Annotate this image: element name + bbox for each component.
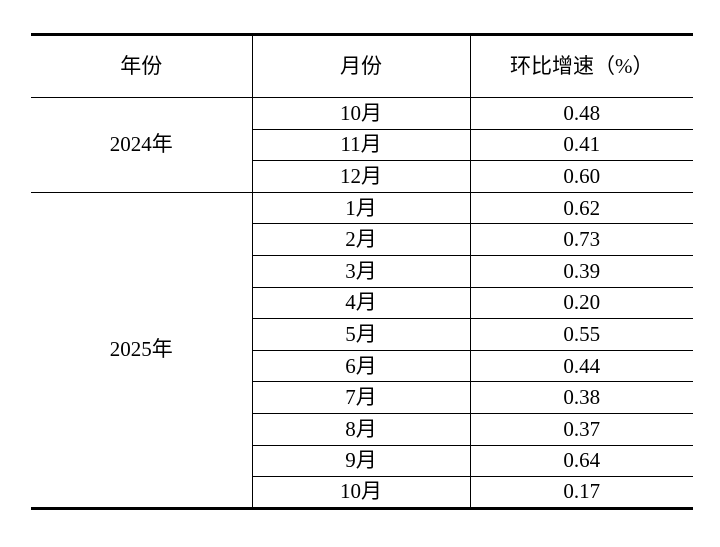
col-header-month: 月份: [251, 34, 471, 98]
growth-value-cell: 0.17: [469, 476, 693, 509]
month-cell: 7月: [251, 381, 471, 414]
growth-value-cell: 0.37: [469, 412, 693, 446]
month-cell: 12月: [251, 160, 471, 193]
month-cell: 6月: [251, 349, 471, 383]
month-cell: 8月: [251, 412, 471, 446]
growth-value-cell: 0.48: [469, 97, 693, 130]
table-row: 2025年 1月 0.62: [31, 191, 693, 509]
table-row: 12月 0.60: [31, 160, 693, 193]
year-cell-2024: 2024年: [31, 97, 253, 193]
growth-value-cell: 0.39: [469, 254, 693, 288]
growth-value-cell: 0.60: [469, 160, 693, 193]
growth-value-cell: 0.64: [469, 444, 693, 478]
growth-value-cell: 0.38: [469, 381, 693, 414]
table-row: 6月 0.44: [31, 349, 693, 383]
month-cell: 5月: [251, 318, 471, 351]
col-header-growth: 环比增速（%）: [469, 34, 693, 98]
table-row: 3月 0.39: [31, 254, 693, 288]
growth-value-cell: 0.41: [469, 128, 693, 162]
month-cell: 2月: [251, 223, 471, 256]
col-header-year: 年份: [31, 34, 253, 98]
growth-value-cell: 0.73: [469, 223, 693, 256]
growth-value-cell: 0.55: [469, 318, 693, 351]
year-cell-2025: 2025年: [31, 191, 253, 509]
month-cell: 3月: [251, 254, 471, 288]
growth-value-cell: 0.62: [469, 191, 693, 225]
table-row: 2月 0.73: [31, 223, 693, 256]
table-row: 5月 0.55: [31, 318, 693, 351]
header-row: 年份 月份 环比增速（%）: [31, 34, 693, 98]
month-cell: 10月: [251, 97, 471, 130]
month-cell: 1月: [251, 191, 471, 225]
growth-rate-table: 年份 月份 环比增速（%） 2024年 10月 0.48 11月 0.41 12…: [31, 33, 693, 510]
table-row: 10月 0.17: [31, 476, 693, 509]
month-cell: 11月: [251, 128, 471, 162]
table-row: 2024年 10月 0.48: [31, 97, 693, 193]
growth-value-cell: 0.44: [469, 349, 693, 383]
month-cell: 9月: [251, 444, 471, 478]
month-cell: 4月: [251, 286, 471, 320]
month-cell: 10月: [251, 476, 471, 509]
table-row: 8月 0.37: [31, 412, 693, 446]
growth-value-cell: 0.20: [469, 286, 693, 320]
table-row: 9月 0.64: [31, 444, 693, 478]
table-row: 7月 0.38: [31, 381, 693, 414]
